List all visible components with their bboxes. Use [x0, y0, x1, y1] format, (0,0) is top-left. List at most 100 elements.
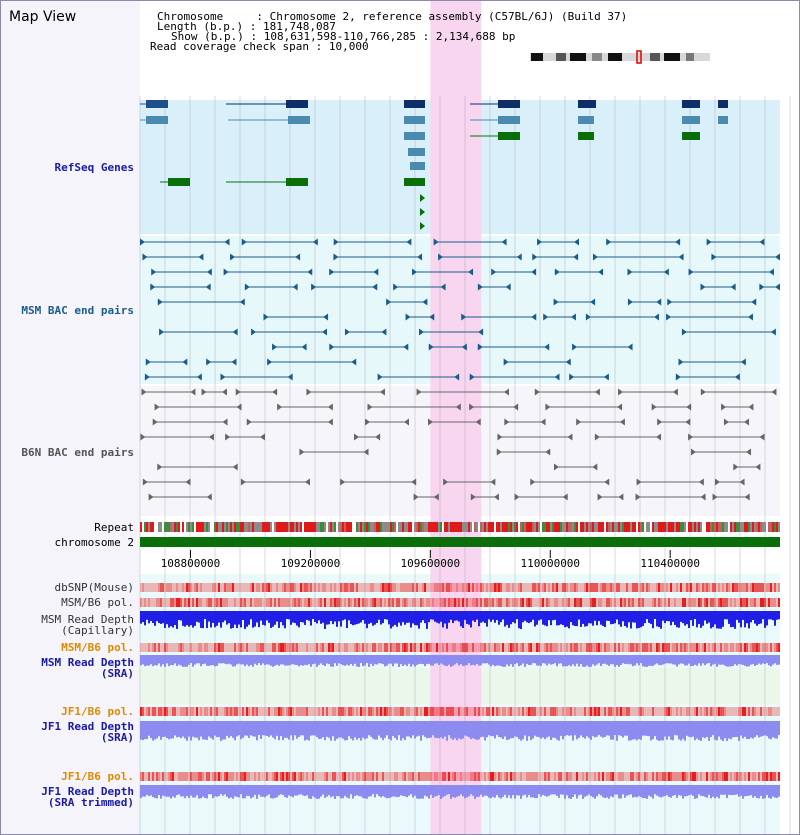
jf1-sra-depth-bar — [556, 721, 558, 740]
dbsnp-heat — [222, 583, 224, 592]
jf1-sra-depth-bar — [436, 721, 438, 739]
jf1-pol-heat — [626, 707, 628, 716]
jf1-sra-depth-bar — [338, 721, 340, 738]
jf1-trim-pol-heat — [630, 772, 632, 781]
jf1-sra-depth-bar — [706, 721, 708, 738]
repeat-segment — [314, 522, 316, 532]
msm-pol-heat — [456, 598, 458, 607]
repeat-segment — [202, 522, 204, 532]
jf1-pol-heat — [776, 707, 778, 716]
repeat-segment — [766, 522, 768, 532]
repeat-segment — [438, 522, 440, 532]
msm-pol-heat — [650, 598, 652, 607]
jf1-trim-pol-heat — [492, 772, 494, 781]
msm-bac-pair-end — [711, 253, 717, 261]
dbsnp-heat — [676, 583, 678, 592]
repeat-segment — [164, 522, 166, 532]
repeat-segment — [448, 522, 450, 532]
msm-sra-depth-bar — [424, 655, 426, 667]
jf1-trimmed-depth-bar — [344, 785, 346, 796]
jf1-trimmed-depth-bar — [492, 785, 494, 797]
dbsnp-heat — [610, 583, 612, 592]
dbsnp-heat — [642, 583, 644, 592]
dbsnp-heat — [500, 583, 502, 592]
msm-capillary-depth-bar — [762, 611, 764, 620]
b6n-bac-pair-end — [651, 403, 657, 411]
dbsnp-heat — [488, 583, 490, 592]
dbsnp-heat — [460, 583, 462, 592]
jf1-trimmed-depth-bar — [206, 785, 208, 799]
msm-bac-pair-end — [206, 358, 212, 366]
msm-sra-pol-heat — [306, 643, 308, 652]
msm-pol-heat — [576, 598, 578, 607]
jf1-trimmed-depth-bar — [518, 785, 520, 796]
repeat-segment — [674, 522, 676, 532]
msm-pol-heat — [338, 598, 340, 607]
repeat-segment — [348, 522, 350, 532]
msm-sra-depth-bar — [648, 655, 650, 666]
dbsnp-heat — [618, 583, 620, 592]
jf1-trim-pol-heat — [266, 772, 268, 781]
b6n-bac-pair-end — [618, 493, 624, 501]
msm-depth-sra-line1: MSM Read Depth — [41, 656, 134, 669]
jf1-trim-pol-heat — [286, 772, 288, 781]
jf1-pol-heat — [278, 707, 280, 716]
msm-capillary-depth-bar — [602, 611, 604, 626]
msm-pol-heat — [720, 598, 722, 607]
jf1-pol-heat — [334, 707, 336, 716]
msm-capillary-depth-bar — [180, 611, 182, 621]
track-label-msm-bac[interactable]: MSM BAC end pairs — [21, 304, 134, 317]
msm-pol-heat — [550, 598, 552, 607]
msm-sra-pol-heat — [542, 643, 544, 652]
jf1-pol-heat — [680, 707, 682, 716]
msm-pol-heat — [204, 598, 206, 607]
msm-sra-pol-heat — [470, 643, 472, 652]
jf1-pol-heat — [556, 707, 558, 716]
jf1-pol-heat — [742, 707, 744, 716]
msm-capillary-depth-bar — [714, 611, 716, 625]
jf1-trimmed-depth-bar — [582, 785, 584, 799]
msm-sra-pol-heat — [466, 643, 468, 652]
jf1-sra-depth-bar — [546, 721, 548, 738]
repeat-segment — [444, 522, 446, 532]
jf1-sra-depth-bar — [660, 721, 662, 741]
msm-bac-pair-end — [438, 253, 444, 261]
jf1-pol-heat — [442, 707, 444, 716]
track-label-b6n-bac[interactable]: B6N BAC end pairs — [21, 446, 134, 459]
jf1-pol-heat — [736, 707, 738, 716]
jf1-pol-heat — [580, 707, 582, 716]
jf1-sra-depth-bar — [406, 721, 408, 737]
jf1-sra-depth-bar — [194, 721, 196, 738]
msm-bac-pair-end — [403, 343, 409, 351]
msm-sra-pol-heat — [682, 643, 684, 652]
jf1-sra-depth-bar — [478, 721, 480, 740]
dbsnp-heat — [692, 583, 694, 592]
msm-sra-depth-bar — [672, 655, 674, 665]
jf1-pol-heat — [316, 707, 318, 716]
msm-capillary-depth-bar — [218, 611, 220, 623]
msm-capillary-depth-bar — [442, 611, 444, 628]
msm-capillary-depth-bar — [408, 611, 410, 623]
jf1-pol-heat — [434, 707, 436, 716]
jf1-pol-heat — [294, 707, 296, 716]
msm-sra-pol-heat — [454, 643, 456, 652]
msm-capillary-depth-bar — [190, 611, 192, 626]
msm-pol-heat — [732, 598, 734, 607]
jf1-pol-heat — [226, 707, 228, 716]
msm-sra-pol-heat — [222, 643, 224, 652]
track-label-refseq[interactable]: RefSeq Genes — [54, 161, 134, 174]
msm-bac-pair-end — [223, 268, 229, 276]
jf1-trim-pol-heat — [690, 772, 692, 781]
msm-pol-heat — [666, 598, 668, 607]
dbsnp-heat — [218, 583, 220, 592]
msm-capillary-depth-bar — [732, 611, 734, 627]
repeat-segment — [470, 522, 472, 532]
repeat-segment — [372, 522, 374, 532]
jf1-pol-heat — [432, 707, 434, 716]
jf1-trim-pol-heat — [180, 772, 182, 781]
msm-bac-pair-end — [461, 343, 467, 351]
msm-pol-heat — [378, 598, 380, 607]
repeat-segment — [712, 522, 714, 532]
repeat-segment — [618, 522, 620, 532]
refseq-gene-exon — [146, 116, 168, 124]
